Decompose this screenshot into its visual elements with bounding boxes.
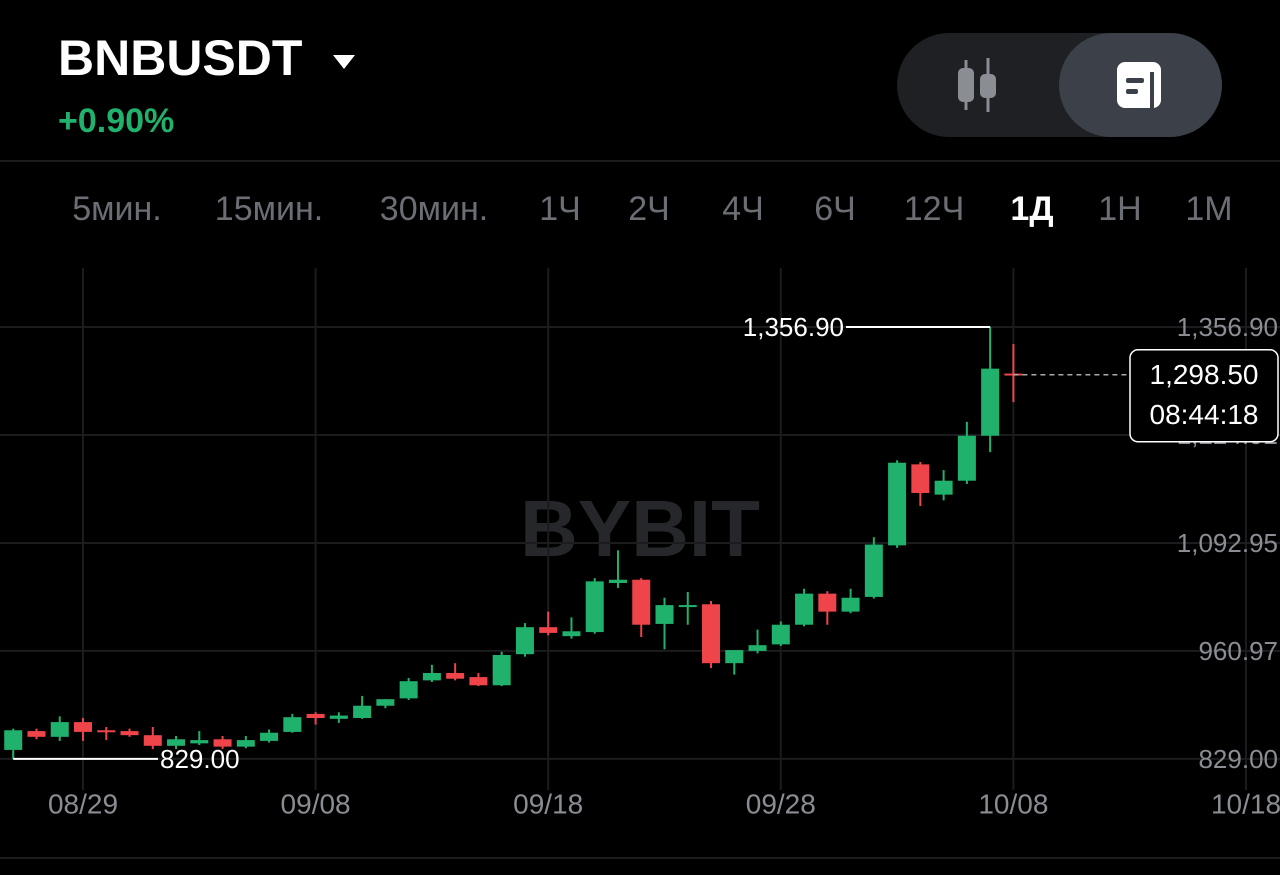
x-tick-label: 09/18 (513, 788, 583, 819)
watermark: BYBIT (520, 484, 760, 573)
timeframe-tab[interactable]: 30мин. (380, 190, 488, 228)
candle-body (260, 732, 279, 741)
candle-body (957, 435, 976, 481)
y-tick-label: 1,356.90 (1177, 312, 1278, 342)
candle-body (585, 581, 604, 633)
candle-body (725, 650, 744, 664)
candle-body (678, 605, 697, 608)
timeframe-tab[interactable]: 1Д (1010, 190, 1053, 228)
candle-body (888, 462, 907, 546)
candle-body (911, 464, 930, 493)
candle-body (446, 673, 465, 679)
symbol[interactable]: BNBUSDT (58, 30, 302, 86)
timeframe-tab[interactable]: 2Ч (628, 190, 670, 228)
candle-body (50, 722, 69, 737)
candle-body (934, 480, 953, 495)
candle-body (492, 655, 511, 686)
countdown: 08:44:18 (1150, 399, 1259, 430)
x-tick-label: 10/08 (978, 788, 1048, 819)
timeframe-tab[interactable]: 1М (1185, 190, 1232, 228)
timeframe-tab[interactable]: 4Ч (722, 190, 764, 228)
x-tick-label: 10/18 (1211, 788, 1280, 819)
last-price: 1,298.50 (1150, 359, 1259, 390)
y-tick-label: 1,092.95 (1177, 528, 1278, 558)
candle-body (143, 735, 162, 746)
candle-body (120, 731, 139, 736)
x-tick-label: 09/08 (281, 788, 351, 819)
candle-body (190, 740, 209, 744)
candle-body (236, 740, 255, 747)
candle-body (864, 544, 883, 597)
timeframe-tab[interactable]: 15мин. (215, 190, 323, 228)
candle-body (376, 699, 395, 706)
timeframe-tab[interactable]: 5мин. (72, 190, 162, 228)
timeframe-tab[interactable]: 1Ч (539, 190, 581, 228)
candle-body (539, 627, 558, 633)
candle-body (818, 593, 837, 612)
timeframe-tab[interactable]: 1Н (1098, 190, 1141, 228)
x-tick-label: 08/29 (48, 788, 118, 819)
y-tick-label: 960.97 (1198, 636, 1278, 666)
candle-body (422, 673, 441, 681)
candle-body (795, 593, 814, 625)
candle-body (329, 715, 348, 719)
timeframe-tab[interactable]: 6Ч (814, 190, 856, 228)
candle-body (562, 631, 581, 637)
candle-body (748, 645, 767, 651)
y-tick-label: 829.00 (1198, 744, 1278, 774)
candle-body (655, 605, 674, 624)
candle-body (353, 705, 372, 718)
candle-body (97, 730, 116, 733)
max-label: 1,356.90 (743, 312, 844, 342)
price-change: +0.90% (58, 102, 174, 140)
candle-body (306, 713, 325, 718)
timeframe-tab[interactable]: 12Ч (904, 190, 964, 228)
candle-body (771, 624, 790, 645)
candle-body (841, 597, 860, 612)
candle-body (702, 604, 721, 664)
last-price-box (1129, 349, 1279, 443)
candle-body (27, 731, 46, 737)
candle-body (981, 368, 1000, 436)
candle-body (632, 579, 651, 625)
candle-body (4, 730, 23, 750)
candle-view-button[interactable] (958, 58, 996, 112)
candle-body (608, 579, 627, 583)
candle-body (283, 717, 302, 732)
candle-body (74, 722, 92, 732)
dropdown-arrow[interactable] (333, 55, 355, 69)
candle-body (213, 739, 232, 747)
candle-body (399, 681, 418, 699)
x-tick-label: 09/28 (746, 788, 816, 819)
candle-body (469, 677, 488, 686)
candle-body (515, 627, 534, 655)
min-label: 829.00 (160, 744, 240, 774)
candle-body (167, 739, 186, 746)
list-view-icon (1117, 62, 1161, 108)
